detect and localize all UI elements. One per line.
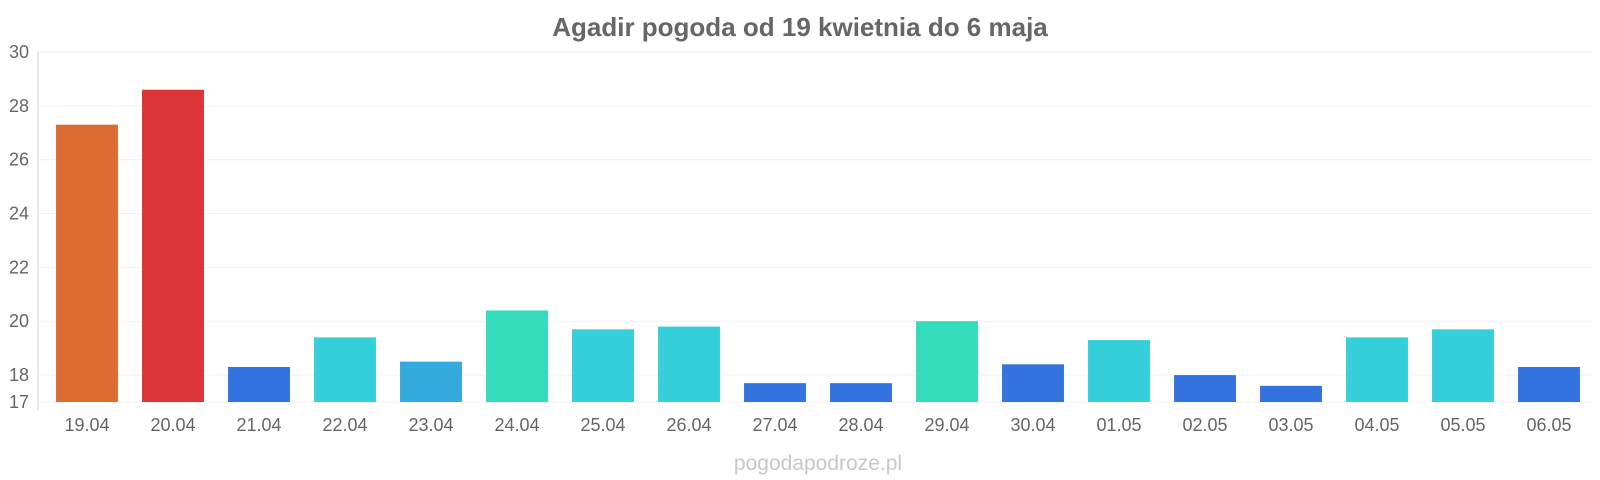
bar	[1088, 340, 1150, 402]
x-axis-ticks: 19.04 20.04 21.04 22.04 23.04 24.04 25.04 26.04…	[64, 415, 1571, 435]
x-tick-label: 24.04	[494, 415, 539, 435]
x-tick-label: 21.04	[236, 415, 281, 435]
x-tick-label: 30.04	[1010, 415, 1055, 435]
bar	[142, 89, 204, 402]
y-tick-label: 30	[9, 42, 29, 62]
bar	[658, 326, 720, 402]
bar	[572, 329, 634, 402]
bar	[744, 383, 806, 402]
bars	[56, 89, 1580, 402]
bar	[830, 383, 892, 402]
y-tick-label: 17	[9, 392, 29, 412]
y-tick-label: 18	[9, 365, 29, 385]
bar	[486, 310, 548, 402]
x-tick-label: 19.04	[64, 415, 109, 435]
x-tick-label: 03.05	[1268, 415, 1313, 435]
x-tick-label: 20.04	[150, 415, 195, 435]
bar	[314, 337, 376, 402]
x-tick-label: 25.04	[580, 415, 625, 435]
y-axis-ticks: 17 18 20 22 24 26 28 30	[9, 42, 29, 412]
x-tick-label: 06.05	[1526, 415, 1571, 435]
x-tick-label: 22.04	[322, 415, 367, 435]
x-tick-label: 27.04	[752, 415, 797, 435]
bar	[228, 367, 290, 402]
x-tick-label: 28.04	[838, 415, 883, 435]
bar	[1260, 385, 1322, 402]
y-tick-label: 24	[9, 204, 29, 224]
bar	[1346, 337, 1408, 402]
x-tick-label: 02.05	[1182, 415, 1227, 435]
x-tick-label: 01.05	[1096, 415, 1141, 435]
y-tick-label: 20	[9, 311, 29, 331]
grid	[38, 51, 1592, 403]
y-tick-label: 28	[9, 96, 29, 116]
bar	[1174, 375, 1236, 402]
x-tick-label: 23.04	[408, 415, 453, 435]
bar	[56, 124, 118, 402]
bar	[916, 321, 978, 402]
x-tick-label: 26.04	[666, 415, 711, 435]
bar	[1002, 364, 1064, 402]
bar	[1518, 367, 1580, 402]
y-tick-label: 22	[9, 257, 29, 277]
bar	[1432, 329, 1494, 402]
x-tick-label: 05.05	[1440, 415, 1485, 435]
x-tick-label: 29.04	[924, 415, 969, 435]
bar	[400, 361, 462, 402]
y-tick-label: 26	[9, 150, 29, 170]
chart-title: Agadir pogoda od 19 kwietnia do 6 maja	[552, 12, 1048, 42]
x-tick-label: 04.05	[1354, 415, 1399, 435]
watermark-text: pogodapodroze.pl	[734, 452, 902, 475]
